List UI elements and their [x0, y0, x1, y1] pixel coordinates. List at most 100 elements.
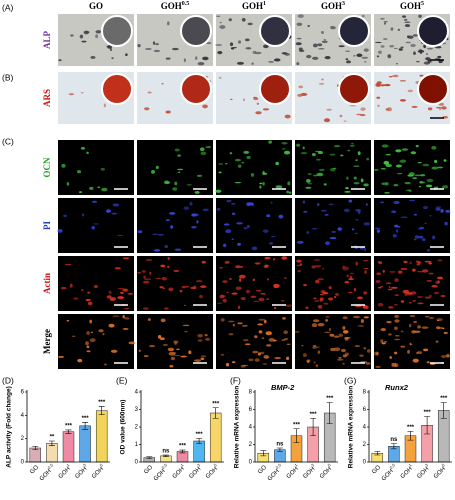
cell — [243, 227, 248, 230]
cell — [202, 56, 209, 61]
cell — [391, 210, 397, 214]
cell — [255, 289, 262, 292]
cell — [197, 61, 205, 66]
cell — [380, 286, 384, 288]
label-sup: 0.5 — [274, 462, 282, 470]
bar — [62, 431, 75, 463]
cell — [361, 56, 369, 59]
cell — [376, 272, 382, 275]
cell — [297, 14, 304, 18]
cell — [216, 15, 221, 18]
cell — [418, 14, 422, 18]
y-tick-label: 2 — [249, 442, 253, 448]
cell — [403, 260, 408, 264]
cell — [122, 315, 125, 319]
label-base: GO — [89, 1, 103, 11]
x-tick-label: GOH1 — [169, 462, 187, 480]
micrograph — [58, 256, 134, 311]
micrograph — [216, 256, 292, 311]
label-base: GOH — [400, 1, 421, 11]
cell — [363, 291, 368, 295]
cell — [266, 278, 269, 281]
cell — [333, 145, 341, 148]
cell — [312, 346, 317, 349]
cell — [200, 147, 205, 151]
cell — [225, 362, 230, 367]
cell — [71, 335, 76, 337]
row-label: ARS — [42, 89, 52, 107]
cell — [415, 144, 419, 148]
cell — [182, 324, 190, 327]
cell — [98, 329, 104, 333]
cell — [394, 294, 399, 296]
cell — [361, 14, 365, 18]
cell — [281, 141, 288, 145]
cell — [407, 35, 414, 39]
cell — [355, 218, 359, 221]
cell — [273, 306, 277, 310]
error-bar — [310, 417, 317, 437]
cell — [306, 230, 310, 235]
cell — [296, 37, 302, 40]
cell — [296, 264, 302, 267]
cell — [409, 261, 413, 265]
axes — [140, 390, 224, 463]
significance: *** — [407, 425, 415, 431]
cell — [389, 356, 392, 359]
cell — [220, 318, 225, 322]
cell — [215, 44, 223, 46]
cell — [228, 278, 232, 280]
cell — [284, 337, 289, 341]
cell — [281, 256, 288, 260]
cell — [86, 151, 89, 155]
cell — [120, 291, 124, 294]
cell — [199, 294, 203, 299]
cell — [376, 229, 381, 233]
micrograph — [216, 314, 292, 369]
cell — [145, 259, 153, 261]
cell — [231, 292, 238, 295]
cell — [257, 352, 261, 356]
cell — [395, 229, 399, 233]
cell — [375, 41, 382, 44]
cell — [266, 344, 272, 347]
cell — [403, 18, 408, 21]
cell — [243, 339, 249, 342]
cell — [397, 270, 403, 274]
y-tick-label: 2 — [21, 436, 25, 442]
cell — [262, 229, 269, 233]
cell — [262, 363, 267, 365]
cell — [306, 359, 311, 363]
cell — [426, 178, 434, 183]
cell — [314, 300, 320, 302]
cell — [363, 48, 369, 52]
cell — [286, 343, 291, 346]
cell — [364, 61, 367, 63]
cell — [317, 278, 324, 281]
cell — [241, 161, 245, 164]
cell — [435, 206, 442, 209]
cell — [200, 285, 207, 289]
cell — [197, 333, 203, 338]
y-axis-label: ALP activity (Fold change) — [6, 386, 13, 468]
cell — [440, 209, 444, 213]
cell — [376, 55, 380, 58]
cell — [346, 274, 349, 278]
cell — [373, 169, 379, 171]
cell — [365, 362, 371, 365]
cell — [160, 318, 166, 323]
cell — [400, 300, 405, 303]
cell — [360, 107, 366, 111]
cell — [297, 240, 304, 244]
cell — [264, 319, 267, 324]
cell — [254, 51, 262, 55]
cell — [85, 298, 91, 302]
cell — [155, 43, 159, 46]
cell — [258, 297, 265, 302]
cell — [342, 265, 345, 268]
error-bar — [212, 407, 219, 419]
cell — [395, 164, 402, 168]
y-tick-label: 2 — [135, 425, 139, 431]
cell — [144, 107, 150, 111]
label-sup: 1 — [179, 462, 185, 468]
